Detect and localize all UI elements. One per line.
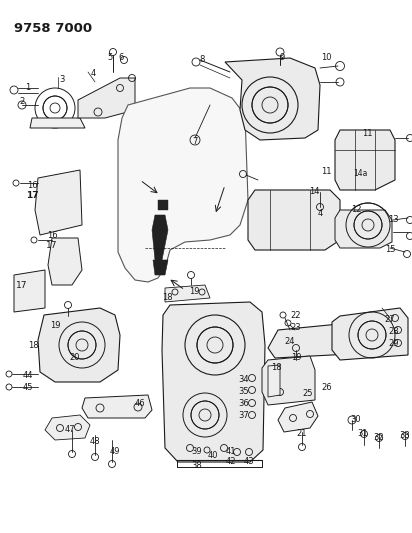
- Text: 4: 4: [317, 209, 323, 219]
- Text: 17: 17: [16, 280, 28, 289]
- Text: 4: 4: [90, 69, 96, 77]
- Text: 33: 33: [400, 431, 410, 440]
- Text: 19: 19: [189, 287, 199, 296]
- Text: 37: 37: [239, 411, 249, 421]
- Text: 45: 45: [23, 383, 33, 392]
- Polygon shape: [82, 395, 152, 418]
- Polygon shape: [30, 118, 85, 128]
- Text: 11: 11: [362, 130, 372, 139]
- Text: 5: 5: [108, 52, 112, 61]
- Text: 43: 43: [243, 457, 254, 466]
- Text: 10: 10: [321, 53, 331, 62]
- Polygon shape: [38, 308, 120, 382]
- Text: 7: 7: [192, 138, 198, 147]
- Text: 31: 31: [358, 430, 368, 439]
- Polygon shape: [162, 302, 265, 462]
- Text: 42: 42: [226, 457, 236, 466]
- Polygon shape: [14, 270, 45, 312]
- Text: 36: 36: [239, 400, 249, 408]
- Text: 27: 27: [385, 316, 395, 325]
- Text: 46: 46: [135, 400, 145, 408]
- Text: 38: 38: [192, 462, 202, 471]
- Text: 16: 16: [47, 230, 57, 239]
- Text: 18: 18: [162, 293, 172, 302]
- Text: 26: 26: [322, 383, 332, 392]
- Text: 17: 17: [26, 191, 38, 200]
- Text: 3: 3: [59, 75, 65, 84]
- Polygon shape: [335, 210, 392, 248]
- Text: 13: 13: [388, 215, 398, 224]
- Text: 49: 49: [110, 448, 120, 456]
- Polygon shape: [45, 415, 90, 440]
- Text: 28: 28: [389, 327, 399, 336]
- Polygon shape: [335, 130, 395, 190]
- Text: 15: 15: [385, 246, 395, 254]
- Text: 18: 18: [271, 364, 281, 373]
- Text: 2: 2: [19, 96, 25, 106]
- Text: 11: 11: [321, 166, 331, 175]
- Text: 30: 30: [351, 416, 361, 424]
- Polygon shape: [268, 365, 280, 397]
- Text: 14: 14: [309, 187, 319, 196]
- Text: 35: 35: [239, 387, 249, 397]
- Text: 17: 17: [46, 241, 58, 251]
- Text: 23: 23: [291, 324, 301, 333]
- Text: 16: 16: [27, 181, 37, 190]
- Polygon shape: [225, 58, 320, 140]
- Text: 8: 8: [199, 55, 205, 64]
- Text: 1: 1: [26, 84, 30, 93]
- Text: 25: 25: [303, 389, 313, 398]
- Text: 29: 29: [389, 340, 399, 349]
- Polygon shape: [35, 170, 82, 235]
- Text: 34: 34: [239, 376, 249, 384]
- Text: 24: 24: [285, 337, 295, 346]
- Bar: [158, 200, 168, 210]
- Polygon shape: [262, 356, 315, 405]
- Polygon shape: [152, 215, 168, 260]
- Polygon shape: [278, 402, 318, 432]
- Text: 19: 19: [291, 352, 301, 361]
- Text: 44: 44: [23, 370, 33, 379]
- Polygon shape: [118, 88, 248, 282]
- Text: 18: 18: [28, 341, 38, 350]
- Polygon shape: [153, 260, 168, 275]
- Text: 12: 12: [351, 205, 361, 214]
- Text: 40: 40: [208, 451, 218, 461]
- Polygon shape: [332, 308, 408, 360]
- Text: 41: 41: [226, 447, 236, 456]
- Text: 21: 21: [297, 430, 307, 439]
- Text: 47: 47: [65, 425, 75, 434]
- Polygon shape: [78, 78, 135, 118]
- Text: 22: 22: [291, 311, 301, 320]
- Text: 14a: 14a: [353, 169, 367, 179]
- Text: 20: 20: [70, 353, 80, 362]
- Polygon shape: [48, 238, 82, 285]
- Text: 9758 7000: 9758 7000: [14, 22, 92, 35]
- Text: 9: 9: [279, 53, 285, 62]
- Text: 39: 39: [192, 447, 202, 456]
- Polygon shape: [248, 190, 340, 250]
- Polygon shape: [165, 285, 210, 302]
- Polygon shape: [268, 320, 390, 358]
- Text: 6: 6: [118, 52, 124, 61]
- Text: 32: 32: [374, 433, 384, 442]
- Text: 19: 19: [50, 321, 60, 330]
- Text: 48: 48: [90, 437, 100, 446]
